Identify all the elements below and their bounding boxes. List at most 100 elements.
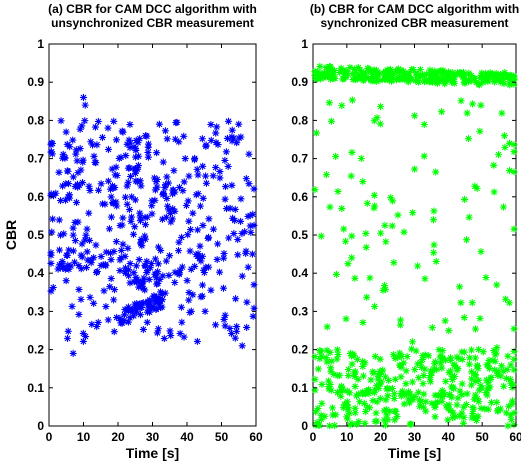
data-point	[169, 205, 177, 213]
data-point	[122, 151, 130, 160]
data-point	[82, 231, 90, 239]
data-point	[385, 76, 393, 85]
data-point	[326, 422, 334, 430]
data-point	[62, 277, 70, 285]
data-point	[135, 278, 143, 286]
data-point	[392, 67, 400, 75]
data-point	[427, 367, 435, 375]
data-point	[63, 251, 72, 259]
data-point	[187, 265, 195, 273]
data-point	[502, 409, 510, 417]
data-point	[91, 158, 99, 166]
data-point	[325, 385, 333, 393]
data-point	[446, 367, 455, 375]
data-point	[383, 384, 392, 392]
data-point	[371, 76, 379, 85]
data-point	[351, 382, 359, 391]
data-point	[323, 346, 331, 354]
data-point	[477, 101, 485, 109]
data-point	[469, 403, 477, 412]
data-point	[453, 366, 461, 374]
data-point	[79, 329, 87, 338]
data-point	[97, 261, 105, 270]
data-point	[131, 169, 140, 177]
data-point	[386, 65, 395, 74]
data-point	[179, 187, 187, 195]
data-point	[507, 411, 515, 419]
data-point	[116, 266, 124, 275]
data-point	[456, 387, 464, 395]
data-point	[228, 137, 236, 145]
data-point	[175, 138, 183, 146]
data-point	[381, 373, 390, 381]
data-point	[499, 203, 508, 211]
data-point	[493, 369, 502, 377]
data-point	[324, 377, 333, 385]
data-point	[69, 173, 78, 181]
data-point	[467, 346, 476, 354]
data-point	[311, 71, 319, 79]
data-point	[121, 269, 130, 277]
data-point	[387, 69, 395, 78]
data-point	[361, 407, 370, 416]
data-point	[163, 135, 171, 143]
data-point	[193, 165, 201, 174]
data-point	[425, 352, 433, 360]
data-point	[394, 211, 402, 219]
data-point	[323, 323, 331, 331]
data-point	[400, 359, 408, 367]
data-point	[373, 114, 381, 122]
data-point	[112, 163, 120, 171]
data-point	[246, 211, 254, 220]
data-point	[464, 135, 473, 143]
data-point	[510, 225, 518, 233]
data-point	[339, 404, 348, 412]
data-point	[426, 378, 435, 386]
data-point	[416, 72, 425, 81]
data-point	[159, 158, 167, 166]
data-point	[476, 314, 484, 323]
data-point	[454, 394, 462, 402]
data-point	[246, 222, 254, 230]
data-point	[165, 252, 174, 260]
data-point	[431, 358, 440, 366]
data-point	[342, 72, 350, 80]
data-point	[126, 164, 134, 172]
data-point	[86, 293, 94, 302]
data-point	[379, 286, 387, 295]
data-point	[372, 382, 381, 390]
data-point	[510, 148, 518, 156]
data-point	[162, 213, 171, 221]
data-point	[390, 394, 398, 403]
data-point	[182, 201, 191, 210]
data-point	[428, 369, 436, 377]
data-point	[508, 397, 517, 405]
data-point	[112, 313, 121, 322]
data-point	[469, 405, 478, 413]
data-point	[497, 372, 505, 380]
data-point	[451, 413, 459, 421]
data-point	[410, 165, 419, 173]
data-point	[348, 254, 356, 262]
data-point	[384, 392, 392, 400]
data-point	[506, 375, 515, 384]
data-point	[100, 287, 108, 295]
data-point	[479, 78, 487, 86]
data-point	[392, 407, 400, 416]
x-tick-label: 10	[77, 430, 91, 444]
data-point	[477, 381, 485, 390]
x-tick-label: 40	[442, 430, 456, 444]
data-point	[430, 359, 439, 368]
data-point	[161, 127, 170, 135]
data-point	[56, 231, 65, 239]
data-point	[498, 74, 507, 82]
data-point	[94, 117, 103, 126]
data-point	[72, 146, 80, 154]
y-tick-label: 0.8	[291, 113, 308, 127]
data-point	[412, 69, 420, 77]
y-tick-label: 0.1	[27, 381, 44, 395]
data-point	[78, 178, 87, 187]
data-point	[346, 389, 354, 397]
data-point	[126, 143, 134, 152]
data-point	[123, 182, 131, 190]
